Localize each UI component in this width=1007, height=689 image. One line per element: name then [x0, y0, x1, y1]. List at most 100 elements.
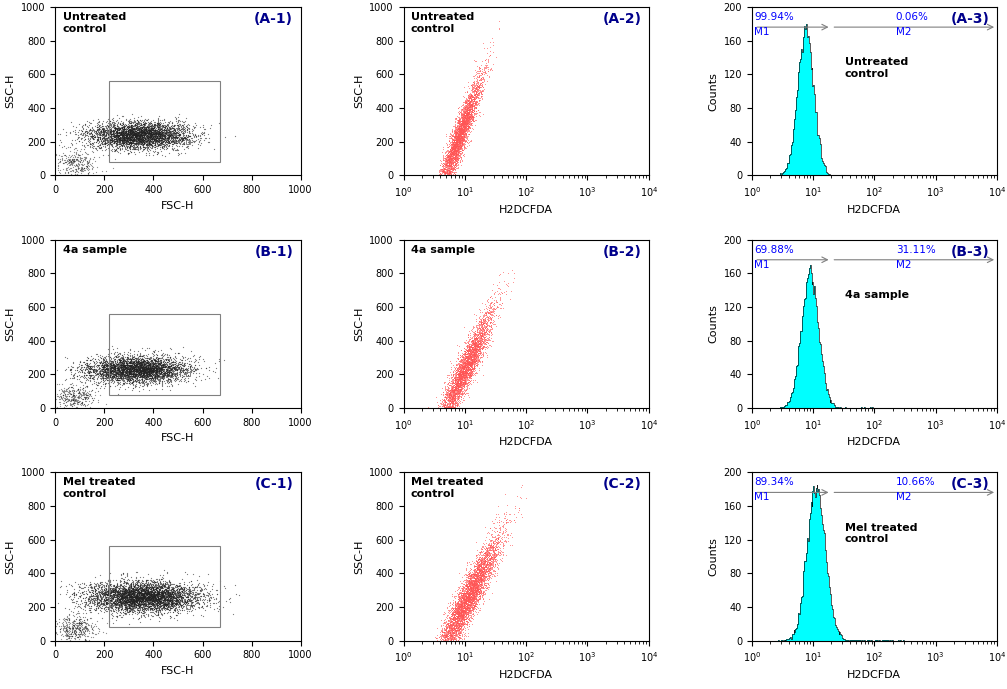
Point — [445, 147, 461, 158]
Point — [103, 599, 119, 610]
Point — [148, 360, 164, 371]
Point — [68, 365, 85, 376]
Point — [179, 595, 195, 606]
Point — [499, 278, 516, 289]
Point — [112, 593, 128, 604]
Point — [475, 573, 491, 584]
Point — [471, 576, 487, 587]
Point — [115, 373, 131, 384]
Point — [137, 601, 153, 612]
Point — [452, 149, 468, 160]
Point — [444, 131, 460, 142]
Point — [127, 358, 143, 369]
Point — [471, 604, 487, 615]
Point — [455, 362, 471, 373]
Point — [454, 125, 470, 136]
Point — [124, 127, 140, 138]
Point — [480, 557, 496, 568]
Point — [151, 587, 167, 598]
Point — [113, 134, 129, 145]
Point — [449, 400, 465, 411]
Point — [445, 143, 461, 154]
Point — [451, 117, 467, 128]
Point — [460, 101, 476, 112]
Point — [479, 307, 495, 318]
Point — [455, 594, 471, 605]
Point — [85, 125, 101, 136]
Point — [107, 366, 123, 377]
Point — [465, 71, 481, 82]
Point — [455, 128, 471, 139]
Point — [142, 360, 158, 371]
Point — [468, 92, 484, 103]
Point — [454, 373, 470, 384]
Point — [470, 585, 486, 596]
Point — [128, 121, 144, 132]
Point — [162, 603, 178, 614]
Point — [156, 136, 172, 147]
Point — [109, 125, 125, 136]
Point — [133, 134, 149, 145]
Point — [142, 364, 158, 376]
Point — [139, 579, 155, 590]
Point — [126, 359, 142, 370]
Point — [148, 366, 164, 377]
Point — [463, 579, 479, 590]
Point — [454, 138, 470, 150]
Point — [98, 365, 114, 376]
Point — [166, 358, 182, 369]
Point — [159, 119, 175, 130]
Point — [464, 347, 480, 358]
Point — [454, 606, 470, 617]
Point — [466, 99, 482, 110]
Point — [448, 121, 464, 132]
Point — [473, 63, 489, 74]
Point — [461, 594, 477, 605]
Point — [141, 137, 157, 148]
Point — [488, 549, 505, 560]
Point — [451, 127, 467, 138]
Point — [134, 577, 150, 588]
Point — [206, 597, 223, 608]
Point — [473, 546, 489, 557]
Point — [454, 126, 470, 137]
Point — [155, 373, 171, 384]
Point — [67, 169, 84, 181]
Point — [137, 579, 153, 590]
Point — [481, 567, 497, 578]
Point — [105, 588, 121, 599]
Point — [446, 394, 462, 405]
Point — [148, 364, 164, 375]
Point — [451, 617, 467, 628]
Point — [69, 631, 86, 642]
Point — [134, 590, 150, 601]
Point — [136, 599, 152, 610]
Point — [460, 347, 476, 358]
Point — [463, 101, 479, 112]
Point — [120, 370, 136, 381]
Point — [106, 364, 122, 376]
Point — [458, 583, 474, 594]
Point — [111, 121, 127, 132]
Point — [448, 402, 464, 413]
Point — [115, 367, 131, 378]
Point — [486, 527, 502, 538]
Point — [160, 129, 176, 140]
Point — [132, 579, 148, 590]
Point — [435, 152, 451, 163]
Point — [443, 604, 459, 615]
Point — [137, 364, 153, 376]
Point — [447, 159, 463, 170]
Point — [90, 592, 106, 603]
Point — [92, 377, 108, 388]
Point — [458, 119, 474, 130]
Point — [76, 164, 92, 175]
Point — [116, 575, 132, 586]
Point — [109, 134, 125, 145]
Point — [167, 599, 183, 610]
Point — [462, 344, 478, 355]
Point — [489, 555, 506, 566]
Point — [65, 150, 82, 161]
Point — [445, 149, 461, 160]
Point — [467, 586, 483, 597]
